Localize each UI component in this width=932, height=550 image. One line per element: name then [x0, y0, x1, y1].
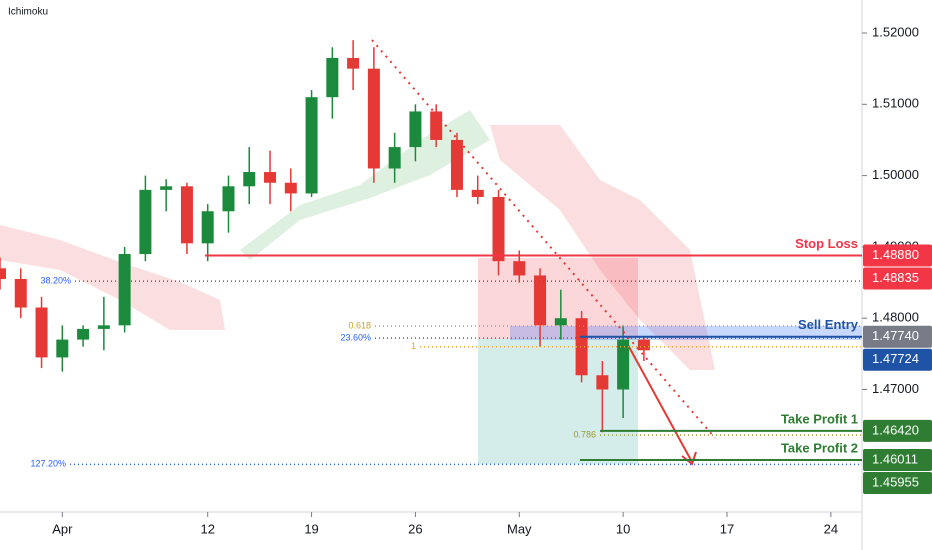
- fib-label: 23.60%: [340, 333, 371, 343]
- x-tick-label: Apr: [52, 521, 73, 536]
- price-tag: [863, 325, 932, 348]
- projection-arrow: [627, 344, 693, 463]
- fib-label: 127.20%: [30, 459, 66, 469]
- candle-body: [617, 339, 630, 390]
- candle-body: [284, 182, 297, 194]
- candle-body: [77, 328, 90, 340]
- candle-body: [409, 111, 422, 148]
- price-tag: [863, 244, 932, 267]
- price-tag-label: 1.46011: [872, 451, 918, 466]
- candle-body: [222, 186, 235, 212]
- price-tag: [863, 267, 932, 290]
- level-label: Take Profit 1: [781, 411, 858, 426]
- candle-body: [513, 261, 526, 276]
- candle-body: [347, 57, 360, 69]
- price-tag-label: 1.48835: [872, 270, 919, 285]
- ichimoku-cloud: [0, 110, 715, 370]
- x-tick-label: 26: [408, 521, 422, 536]
- candle-body: [554, 318, 567, 326]
- candle-body: [201, 211, 214, 244]
- fib-label: 1: [411, 341, 416, 351]
- x-tick-label: 12: [200, 521, 214, 536]
- x-tick-label: 19: [304, 521, 318, 536]
- fib-label: 38.20%: [40, 276, 71, 286]
- y-tick-label: 1.48000: [872, 310, 919, 325]
- candle-body: [637, 339, 650, 351]
- fib-label: 0.786: [573, 430, 596, 440]
- x-tick-label: May: [507, 521, 532, 536]
- candle-body: [450, 139, 463, 190]
- plot-area: [0, 40, 650, 433]
- y-tick-label: 1.52000: [872, 24, 919, 39]
- candle-body: [139, 189, 152, 255]
- price-tag-label: 1.47724: [872, 351, 919, 366]
- candle-body: [0, 268, 6, 279]
- candle-body: [264, 172, 277, 183]
- candle-body: [575, 318, 588, 376]
- arrow-head: [681, 451, 697, 466]
- candle-body: [160, 186, 173, 190]
- chart-title: Ichimoku: [8, 7, 48, 18]
- y-tick-label: 1.51000: [872, 96, 919, 111]
- price-tag: [863, 449, 932, 472]
- candle-body: [492, 196, 505, 262]
- fib-label: 0.618: [348, 320, 371, 330]
- x-tick-label: 17: [720, 521, 734, 536]
- y-tick-label: 1.50000: [872, 167, 919, 182]
- level-label: Sell Entry: [798, 317, 859, 332]
- candle-body: [56, 339, 69, 358]
- candle-body: [471, 189, 484, 197]
- candle-body: [35, 307, 48, 358]
- level-label: Stop Loss: [795, 236, 858, 251]
- candle-body: [430, 111, 443, 140]
- price-tag: [863, 348, 932, 371]
- candle-body: [326, 57, 339, 98]
- y-tick-label: 1.47000: [872, 381, 919, 396]
- candle-body: [180, 186, 193, 244]
- price-tag: [863, 472, 932, 495]
- candle-body: [97, 325, 110, 329]
- candle-body: [305, 97, 318, 194]
- reward-zone: [478, 339, 638, 464]
- candle-body: [596, 375, 609, 390]
- price-tag-label: 1.46420: [872, 422, 919, 437]
- candle-body: [534, 275, 547, 326]
- candle-body: [118, 254, 131, 326]
- candle-body: [14, 278, 27, 308]
- candle-body: [367, 68, 380, 169]
- x-tick-label: 24: [824, 521, 838, 536]
- price-tag: [863, 419, 932, 442]
- price-tag-label: 1.45955: [872, 474, 919, 489]
- price-tag-label: 1.48880: [872, 247, 919, 262]
- candle-body: [388, 147, 401, 169]
- level-label: Take Profit 2: [781, 440, 858, 455]
- candle-body: [243, 172, 256, 187]
- x-tick-label: 10: [616, 521, 630, 536]
- price-tag-label: 1.47740: [872, 328, 919, 343]
